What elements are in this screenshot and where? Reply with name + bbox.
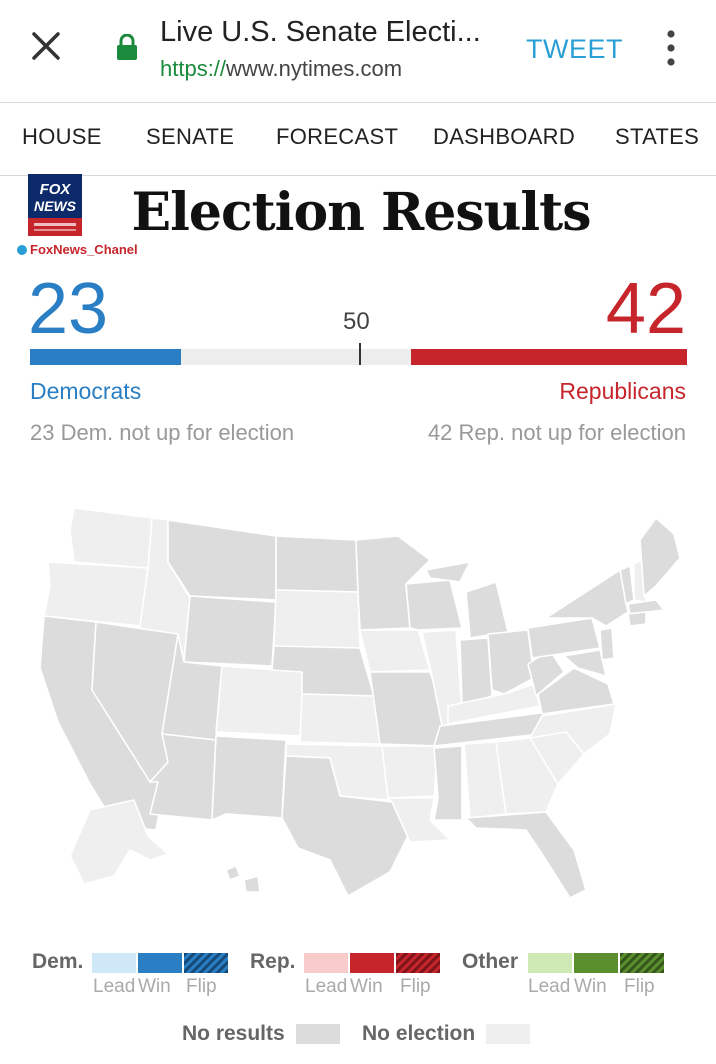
watermark-handle: FoxNews_Chanel xyxy=(17,242,138,257)
state-hawaii[interactable] xyxy=(225,865,261,893)
legend-rep-flip-label: Flip xyxy=(400,976,431,997)
legend-other-lead-swatch xyxy=(528,953,572,973)
state-alaska[interactable] xyxy=(69,799,169,885)
legend-rep-lead-label: Lead xyxy=(305,976,348,997)
twitter-icon xyxy=(17,245,27,255)
seat-bar-rep xyxy=(411,349,687,365)
seat-bar-majority-mark xyxy=(358,343,361,365)
page-heading-text: Election Results xyxy=(131,182,592,243)
legend-other-win-swatch xyxy=(574,953,618,973)
legend-other-title: Other xyxy=(462,950,519,973)
legend-dem-flip-label: Flip xyxy=(186,976,217,997)
rep-party-label: Republicans xyxy=(559,378,686,404)
url-text[interactable]: https://www.nytimes.com xyxy=(160,56,402,82)
dem-not-up-note: 23 Dem. not up for election xyxy=(30,420,295,445)
legend-no-results-swatch xyxy=(296,1024,340,1044)
fox-news-logo: FOX NEWS xyxy=(28,174,82,236)
legend-dem-flip-swatch xyxy=(184,953,228,973)
dem-seat-count: 23 xyxy=(28,269,109,349)
legend-rep-win-label: Win xyxy=(350,976,383,997)
legend-no-election-swatch xyxy=(486,1024,530,1044)
state-texas[interactable] xyxy=(225,755,411,897)
svg-text:FOX: FOX xyxy=(40,181,72,198)
tab-dashboard[interactable]: DASHBOARD xyxy=(433,124,576,149)
legend-rep-win-swatch xyxy=(350,953,394,973)
legend-dem-win-swatch xyxy=(138,953,182,973)
more-vert-icon[interactable] xyxy=(660,28,682,68)
legend-dem-lead-swatch xyxy=(92,953,136,973)
us-election-map[interactable] xyxy=(30,500,690,910)
tab-states[interactable]: STATES xyxy=(615,124,700,149)
state-north-dakota[interactable] xyxy=(275,535,359,593)
state-ohio[interactable] xyxy=(487,629,535,695)
state-kansas[interactable] xyxy=(299,693,381,745)
legend-other-flip-label: Flip xyxy=(624,976,655,997)
state-south-dakota[interactable] xyxy=(273,589,361,649)
browser-toolbar: Live U.S. Senate Electi... https://www.n… xyxy=(0,0,716,103)
state-colorado[interactable] xyxy=(215,665,305,737)
legend-rep-flip-swatch xyxy=(396,953,440,973)
legend-rep-lead-swatch xyxy=(304,953,348,973)
state-maryland[interactable] xyxy=(563,649,607,677)
lock-icon xyxy=(117,34,137,60)
tab-forecast[interactable]: FORECAST xyxy=(276,124,399,149)
state-new-jersey[interactable] xyxy=(599,627,615,661)
rep-seat-count: 42 xyxy=(605,269,686,349)
state-new-york[interactable] xyxy=(545,569,629,627)
majority-mark-label: 50 xyxy=(343,308,370,335)
watermark-handle-text: FoxNews_Chanel xyxy=(30,242,138,257)
page-title: Live U.S. Senate Electi... xyxy=(160,16,481,48)
rep-not-up-note: 42 Rep. not up for election xyxy=(427,420,686,445)
state-virginia[interactable] xyxy=(537,667,615,715)
seat-bar xyxy=(30,343,687,365)
state-pennsylvania[interactable] xyxy=(527,617,601,659)
legend-other-flip-swatch xyxy=(620,953,664,973)
state-connecticut[interactable] xyxy=(627,611,647,627)
legend-other-lead-label: Lead xyxy=(528,976,571,997)
state-georgia[interactable] xyxy=(495,737,559,815)
state-oregon[interactable] xyxy=(43,561,149,627)
dem-party-label: Democrats xyxy=(30,378,142,404)
state-indiana[interactable] xyxy=(459,637,493,707)
state-maine[interactable] xyxy=(639,517,681,597)
state-north-carolina[interactable] xyxy=(529,703,617,755)
legend-rep-title: Rep. xyxy=(250,950,296,973)
state-massachusetts[interactable] xyxy=(627,599,665,615)
section-nav: HOUSE SENATE FORECAST DASHBOARD STATES xyxy=(0,103,716,176)
state-wyoming[interactable] xyxy=(183,595,277,667)
state-wisconsin[interactable] xyxy=(405,579,463,631)
state-new-mexico[interactable] xyxy=(211,735,287,821)
state-florida[interactable] xyxy=(465,811,587,899)
legend-dem-win-label: Win xyxy=(138,976,171,997)
url-host: www.nytimes.com xyxy=(226,56,403,81)
legend-other-win-label: Win xyxy=(574,976,607,997)
legend-dem-title: Dem. xyxy=(32,950,84,973)
state-montana[interactable] xyxy=(167,519,277,601)
tab-senate[interactable]: SENATE xyxy=(146,124,235,149)
legend-no-results-label: No results xyxy=(182,1022,285,1045)
legend-no-election-label: No election xyxy=(362,1022,476,1045)
url-scheme: https:// xyxy=(160,56,227,81)
state-washington[interactable] xyxy=(69,507,153,569)
state-arkansas[interactable] xyxy=(381,745,439,799)
tab-house[interactable]: HOUSE xyxy=(22,124,102,149)
state-iowa[interactable] xyxy=(359,629,431,673)
close-icon[interactable] xyxy=(28,28,64,64)
state-mississippi[interactable] xyxy=(433,745,463,821)
svg-text:NEWS: NEWS xyxy=(34,198,77,214)
page-heading: Election Results xyxy=(0,182,716,243)
tweet-button[interactable]: TWEET xyxy=(526,34,623,64)
seat-bar-dem xyxy=(30,349,182,365)
state-louisiana[interactable] xyxy=(387,797,451,843)
legend-dem-lead-label: Lead xyxy=(93,976,136,997)
